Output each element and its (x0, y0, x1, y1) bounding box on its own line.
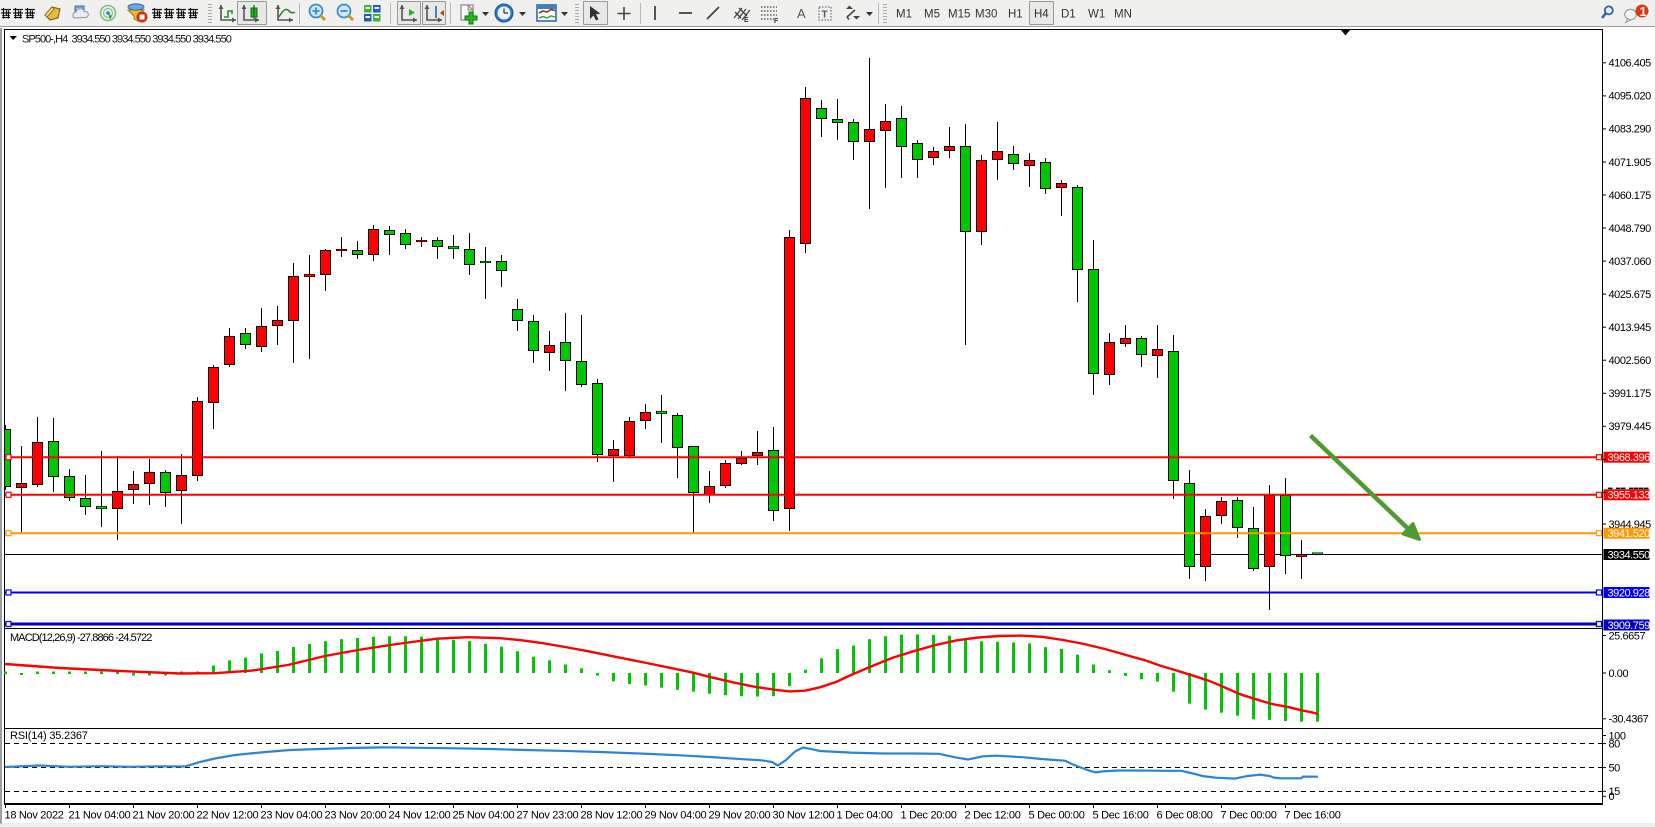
svg-text:3991.175: 3991.175 (1609, 388, 1652, 400)
svg-text:M15: M15 (948, 9, 970, 21)
svg-text:5 Dec 16:00: 5 Dec 16:00 (1093, 810, 1149, 822)
svg-text:M5: M5 (924, 9, 940, 21)
svg-text:1 Dec 20:00: 1 Dec 20:00 (901, 810, 957, 822)
svg-text:2 Dec 12:00: 2 Dec 12:00 (965, 810, 1021, 822)
svg-text:0: 0 (1609, 791, 1615, 803)
svg-text:4002.560: 4002.560 (1609, 355, 1652, 367)
svg-text:D1: D1 (1061, 9, 1076, 21)
svg-text:4106.405: 4106.405 (1609, 58, 1652, 70)
svg-text:E: E (744, 17, 749, 24)
svg-text:4060.175: 4060.175 (1609, 190, 1652, 202)
svg-text:21 Nov 04:00: 21 Nov 04:00 (69, 810, 131, 822)
svg-text:5 Dec 00:00: 5 Dec 00:00 (1029, 810, 1085, 822)
svg-text:24 Nov 12:00: 24 Nov 12:00 (389, 810, 451, 822)
svg-text:3979.445: 3979.445 (1609, 421, 1652, 433)
svg-text:RSI(14) 35.2367: RSI(14) 35.2367 (10, 730, 88, 742)
svg-text:3941.520: 3941.520 (1608, 528, 1651, 540)
svg-text:1 Dec 04:00: 1 Dec 04:00 (837, 810, 893, 822)
svg-text:0.00: 0.00 (1609, 668, 1629, 680)
svg-text:23 Nov 04:00: 23 Nov 04:00 (261, 810, 323, 822)
svg-text:4025.675: 4025.675 (1609, 289, 1652, 301)
svg-text:4048.790: 4048.790 (1609, 223, 1652, 235)
svg-text:25.6657: 25.6657 (1609, 630, 1646, 642)
svg-text:H4: H4 (1034, 9, 1049, 21)
svg-text:T: T (822, 10, 828, 21)
svg-text:22 Nov 12:00: 22 Nov 12:00 (197, 810, 259, 822)
svg-text:4037.060: 4037.060 (1609, 256, 1652, 268)
svg-text:4013.945: 4013.945 (1609, 322, 1652, 334)
svg-text:4095.020: 4095.020 (1609, 91, 1652, 103)
svg-text:SP500-,H4 3934.550 3934.550 3: SP500-,H4 3934.550 3934.550 3934.550 393… (22, 34, 232, 46)
svg-text:7 Dec 16:00: 7 Dec 16:00 (1285, 810, 1341, 822)
svg-text:W1: W1 (1088, 9, 1105, 21)
svg-text:18 Nov 2022: 18 Nov 2022 (5, 810, 64, 822)
svg-text:25 Nov 04:00: 25 Nov 04:00 (453, 810, 515, 822)
svg-text:80: 80 (1609, 738, 1621, 750)
svg-text:3909.759: 3909.759 (1608, 620, 1651, 632)
svg-text:1: 1 (1640, 5, 1647, 19)
svg-text:29 Nov 04:00: 29 Nov 04:00 (645, 810, 707, 822)
svg-text:H1: H1 (1008, 9, 1023, 21)
svg-text:A: A (797, 6, 806, 21)
svg-text:4071.905: 4071.905 (1609, 157, 1652, 169)
svg-text:3934.550: 3934.550 (1608, 549, 1651, 561)
svg-text:3920.928: 3920.928 (1608, 587, 1651, 599)
svg-text:F: F (774, 18, 779, 25)
svg-text:100: 100 (1609, 730, 1626, 742)
svg-text:3955.133: 3955.133 (1608, 490, 1651, 502)
svg-text:7 Dec 00:00: 7 Dec 00:00 (1221, 810, 1277, 822)
svg-text:MN: MN (1114, 9, 1132, 21)
svg-text:3968.396: 3968.396 (1608, 452, 1651, 464)
svg-text:15: 15 (1609, 786, 1621, 798)
svg-text:6 Dec 08:00: 6 Dec 08:00 (1157, 810, 1213, 822)
svg-text:23 Nov 20:00: 23 Nov 20:00 (325, 810, 387, 822)
svg-text:21 Nov 20:00: 21 Nov 20:00 (133, 810, 195, 822)
svg-text:M30: M30 (975, 9, 997, 21)
svg-text:4083.290: 4083.290 (1609, 124, 1652, 136)
svg-text:MACD(12,26,9) -27.8866 -24.572: MACD(12,26,9) -27.8866 -24.5722 (10, 632, 152, 644)
svg-text:30 Nov 12:00: 30 Nov 12:00 (773, 810, 835, 822)
svg-text:-30.4367: -30.4367 (1609, 714, 1649, 726)
svg-text:29 Nov 20:00: 29 Nov 20:00 (709, 810, 771, 822)
svg-text:27 Nov 23:00: 27 Nov 23:00 (517, 810, 579, 822)
svg-text:28 Nov 12:00: 28 Nov 12:00 (581, 810, 643, 822)
svg-text:M1: M1 (896, 9, 912, 21)
svg-text:50: 50 (1609, 762, 1621, 774)
